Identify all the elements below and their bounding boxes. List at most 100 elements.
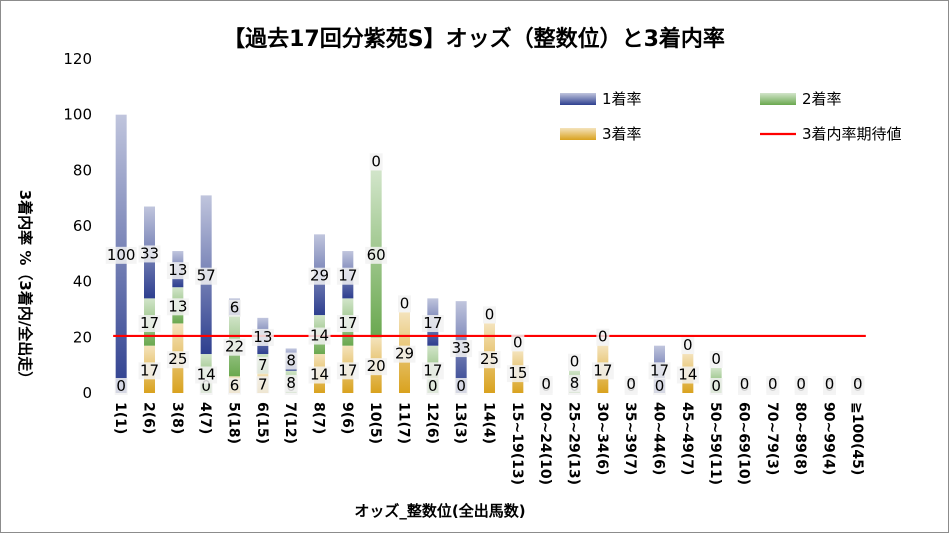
data-label: 17 bbox=[593, 361, 612, 379]
legend-label: 2着率 bbox=[802, 90, 842, 108]
data-label-bg bbox=[284, 352, 298, 370]
data-label-bg bbox=[308, 366, 331, 384]
data-label-bg bbox=[166, 262, 189, 280]
data-label-bg bbox=[284, 374, 298, 392]
data-label-bg bbox=[228, 377, 241, 395]
x-axis-ticks: 1(1) 2(6) 3(8) 4(7) 5(18) 6(15) 7(12) 8(7) 9(6) 1… bbox=[112, 402, 865, 485]
data-label: 17 bbox=[338, 361, 357, 379]
data-label: 0 bbox=[570, 353, 580, 371]
data-label-bg bbox=[653, 378, 666, 395]
data-label-bg bbox=[223, 338, 246, 356]
data-label-bg bbox=[336, 315, 359, 333]
data-label: 57 bbox=[197, 267, 216, 285]
data-label: 22 bbox=[225, 338, 244, 356]
x-tick-label: 8(7) bbox=[311, 402, 327, 434]
data-label: 0 bbox=[711, 350, 721, 368]
data-label: 0 bbox=[456, 377, 466, 395]
data-label: 0 bbox=[768, 375, 778, 393]
x-tick-label: 11(7) bbox=[396, 402, 412, 444]
legend-swatch bbox=[560, 93, 596, 105]
y-tick-label: 60 bbox=[73, 217, 92, 235]
x-axis-title: オッズ_整数位(全出馬数) bbox=[354, 502, 525, 520]
y-tick-label: 20 bbox=[73, 328, 92, 346]
data-label-bg bbox=[398, 295, 411, 313]
x-tick-label: 12(6) bbox=[424, 402, 440, 444]
x-tick-label: 2(6) bbox=[141, 402, 157, 434]
data-label: 0 bbox=[116, 377, 126, 395]
x-tick-label: 6(15) bbox=[254, 402, 270, 444]
data-label-bg bbox=[105, 246, 137, 264]
data-label-bg bbox=[365, 246, 388, 264]
data-label: 0 bbox=[513, 333, 523, 351]
x-tick-label: 4(7) bbox=[197, 402, 213, 434]
data-label: 0 bbox=[201, 377, 211, 395]
x-tick-label: 15~19(13) bbox=[509, 402, 525, 485]
data-label: 6 bbox=[230, 299, 240, 317]
data-label: 0 bbox=[371, 152, 381, 170]
x-tick-label: 5(18) bbox=[226, 402, 242, 444]
y-tick-label: 40 bbox=[73, 273, 92, 291]
y-axis-title: 3着内率 %（3着内/全出走） bbox=[16, 190, 34, 387]
data-label-bg bbox=[195, 267, 218, 285]
data-label: 13 bbox=[253, 328, 272, 346]
data-label-bg bbox=[596, 328, 610, 346]
data-label-bg bbox=[308, 267, 331, 285]
data-label-bg bbox=[166, 298, 189, 316]
data-label-bg bbox=[256, 376, 270, 394]
data-label-bg bbox=[228, 299, 241, 317]
data-label-bg bbox=[195, 366, 218, 384]
data-label: 17 bbox=[650, 361, 669, 379]
data-label-bg bbox=[648, 362, 671, 380]
legend-swatch bbox=[760, 93, 796, 105]
x-tick-label: 35~39(7) bbox=[622, 402, 638, 475]
x-tick-label: 25~29(13) bbox=[566, 402, 582, 485]
x-tick-label: 7(12) bbox=[282, 402, 298, 444]
x-tick-label: 60~69(10) bbox=[736, 402, 752, 485]
data-label: 8 bbox=[286, 374, 296, 392]
x-tick-label: 9(6) bbox=[339, 402, 355, 434]
data-label: 0 bbox=[853, 375, 863, 393]
data-label-bg bbox=[365, 358, 388, 376]
data-label: 17 bbox=[140, 314, 159, 332]
data-label: 20 bbox=[367, 357, 386, 375]
data-label: 0 bbox=[711, 377, 721, 395]
data-label: 14 bbox=[678, 366, 697, 384]
data-label: 17 bbox=[338, 267, 357, 285]
data-label-bg bbox=[483, 306, 496, 324]
chart-title: 【過去17回分紫苑S】オッズ（整数位）と3着内率 bbox=[223, 26, 725, 52]
data-label-bg bbox=[421, 362, 444, 380]
x-tick-label: 70~79(3) bbox=[764, 402, 780, 475]
data-label: 0 bbox=[400, 294, 410, 312]
data-label: 0 bbox=[485, 305, 495, 323]
data-label-bg bbox=[506, 365, 529, 383]
data-label-bg bbox=[138, 362, 161, 380]
data-label: 14 bbox=[197, 366, 216, 384]
data-label: 17 bbox=[140, 361, 159, 379]
data-label: 0 bbox=[655, 377, 665, 395]
x-tick-label: 50~59(11) bbox=[707, 402, 723, 485]
data-label: 0 bbox=[796, 375, 806, 393]
data-label: 8 bbox=[570, 374, 580, 392]
data-label: 14 bbox=[310, 366, 329, 384]
data-label: 33 bbox=[140, 244, 159, 262]
legend-label: 3着内率期待値 bbox=[802, 125, 902, 143]
x-tick-label: 40~44(6) bbox=[651, 402, 667, 475]
data-label: 7 bbox=[258, 356, 268, 374]
data-label: 29 bbox=[310, 267, 329, 285]
data-label-bg bbox=[166, 351, 189, 369]
data-label: 17 bbox=[423, 314, 442, 332]
data-label: 15 bbox=[508, 364, 527, 382]
data-label-bg bbox=[624, 376, 638, 393]
data-label-bg bbox=[336, 267, 359, 285]
x-tick-label: 80~89(8) bbox=[792, 402, 808, 475]
data-label: 0 bbox=[428, 377, 438, 395]
data-label: 17 bbox=[423, 361, 442, 379]
data-label-bg bbox=[421, 315, 444, 333]
y-tick-label: 120 bbox=[63, 50, 92, 68]
data-label: 13 bbox=[168, 261, 187, 279]
data-label: 0 bbox=[598, 328, 608, 346]
x-tick-label: 45~49(7) bbox=[679, 402, 695, 475]
